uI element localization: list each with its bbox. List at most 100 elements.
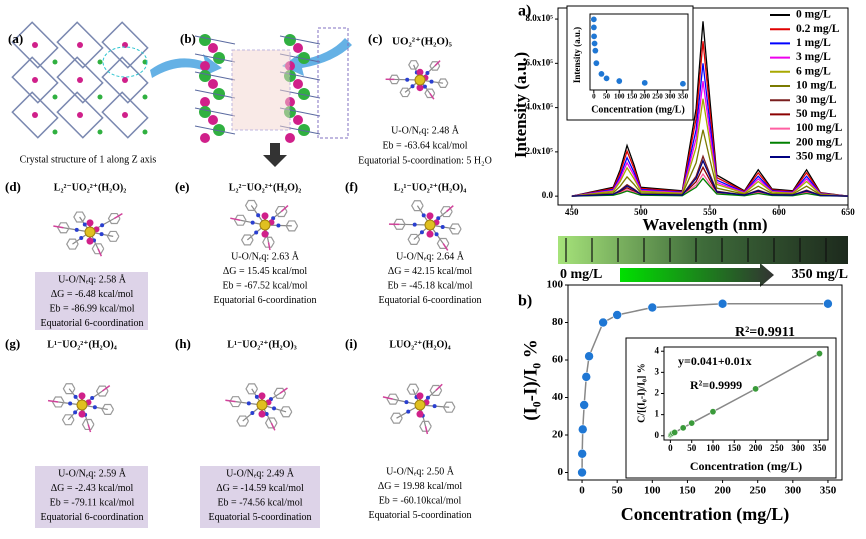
molecule [225,383,293,431]
x-tick-label: 650 [841,207,855,217]
ring [57,222,70,234]
series-line [571,41,849,197]
plot-frame [557,7,849,206]
atom [74,227,79,232]
ring [429,61,441,71]
bond [194,35,236,45]
panel-title: L₂²⁻UO₂²⁺(H₂O)₂ [54,182,126,193]
point [612,310,622,320]
atom [142,59,148,65]
result-line: Eb = -60.10kcal/mol [379,495,462,506]
atom [142,129,148,135]
atom [32,42,38,48]
atom [405,77,410,82]
ring [273,387,287,399]
uranium [76,399,88,411]
x-tick-label: 300 [665,93,676,101]
atom [208,115,218,125]
atom [258,392,266,400]
point [581,372,592,382]
highlight [231,49,291,131]
point [579,400,589,410]
atom [298,124,310,136]
atom [122,112,128,118]
x-tick-label: 300 [791,443,805,453]
atom [32,112,38,118]
atom [213,124,225,136]
x-tick-label: 50 [603,93,611,101]
result-line: ΔG = 42.15 kcal/mol [388,266,473,277]
arrow [263,143,287,167]
panel-label: (g) [5,336,20,351]
result-line: Eb = -45.18 kcal/mol [387,280,472,291]
legend-label: 6 mg/L [796,65,831,77]
atom [79,236,84,241]
atom [77,42,83,48]
uranium [259,219,271,231]
uranium [256,399,268,411]
atom [200,133,210,143]
vial [721,238,723,262]
atom [426,212,434,220]
ring [66,238,79,250]
atom [250,411,255,416]
vial [643,238,645,262]
atom [436,216,441,221]
y-tick-label: 4 [655,345,660,355]
y-tick-label: 60 [552,354,564,366]
y-axis-label: Intensity (a.u.) [572,27,582,83]
ring [442,401,456,413]
point [592,59,600,67]
cage [56,21,104,69]
point [717,298,728,309]
y-tick-label: 100 [547,279,564,291]
ring [448,223,462,235]
legend-label: 50 mg/L [796,108,837,120]
atom [416,84,424,92]
x-tick-label: 0 [668,443,673,453]
atom [293,79,303,89]
annotation: R²=0.9911 [735,325,795,340]
point [591,47,599,55]
result-line: Eb = -63.64 kcal/mol [382,140,467,151]
atom [90,396,95,401]
ring [429,384,443,396]
x-tick-label: 450 [565,207,579,217]
atom [86,219,94,227]
cage [56,56,104,104]
vial [617,238,619,262]
point [641,79,649,87]
y-tick-label: 80 [552,316,564,328]
ring [240,234,254,246]
atom [440,224,445,229]
point [709,408,717,416]
uranium [84,226,96,238]
atom [68,401,73,406]
result-line: U-O/Nₑq: 2.64 Å [396,250,465,262]
vial [591,238,593,262]
y-tick-label: 0 [655,430,660,440]
ring [411,200,424,212]
annotation: R²=0.9999 [690,378,742,392]
strip-label: 350 mg/L [792,267,848,282]
atom [122,42,128,48]
x-tick-label: 100 [706,443,720,453]
panel-label: (e) [175,179,189,194]
panel-title: L₂²⁻UO₂²⁺(H₂O)₂ [229,182,301,193]
uranium [424,219,436,231]
panel-title: UO₂²⁺(H₂O)₅ [392,36,453,48]
result-line: Equatorial 6-coordination [213,295,316,306]
atom [256,213,261,218]
panel-label: (f) [345,179,358,194]
bond [194,125,236,135]
bond [279,387,288,394]
atom [208,79,218,89]
point [577,448,587,459]
ring [244,199,258,212]
molecule [388,200,462,251]
highlight [317,27,349,139]
point [577,424,588,435]
point [679,80,687,88]
bond [279,35,321,45]
atom [78,392,86,400]
